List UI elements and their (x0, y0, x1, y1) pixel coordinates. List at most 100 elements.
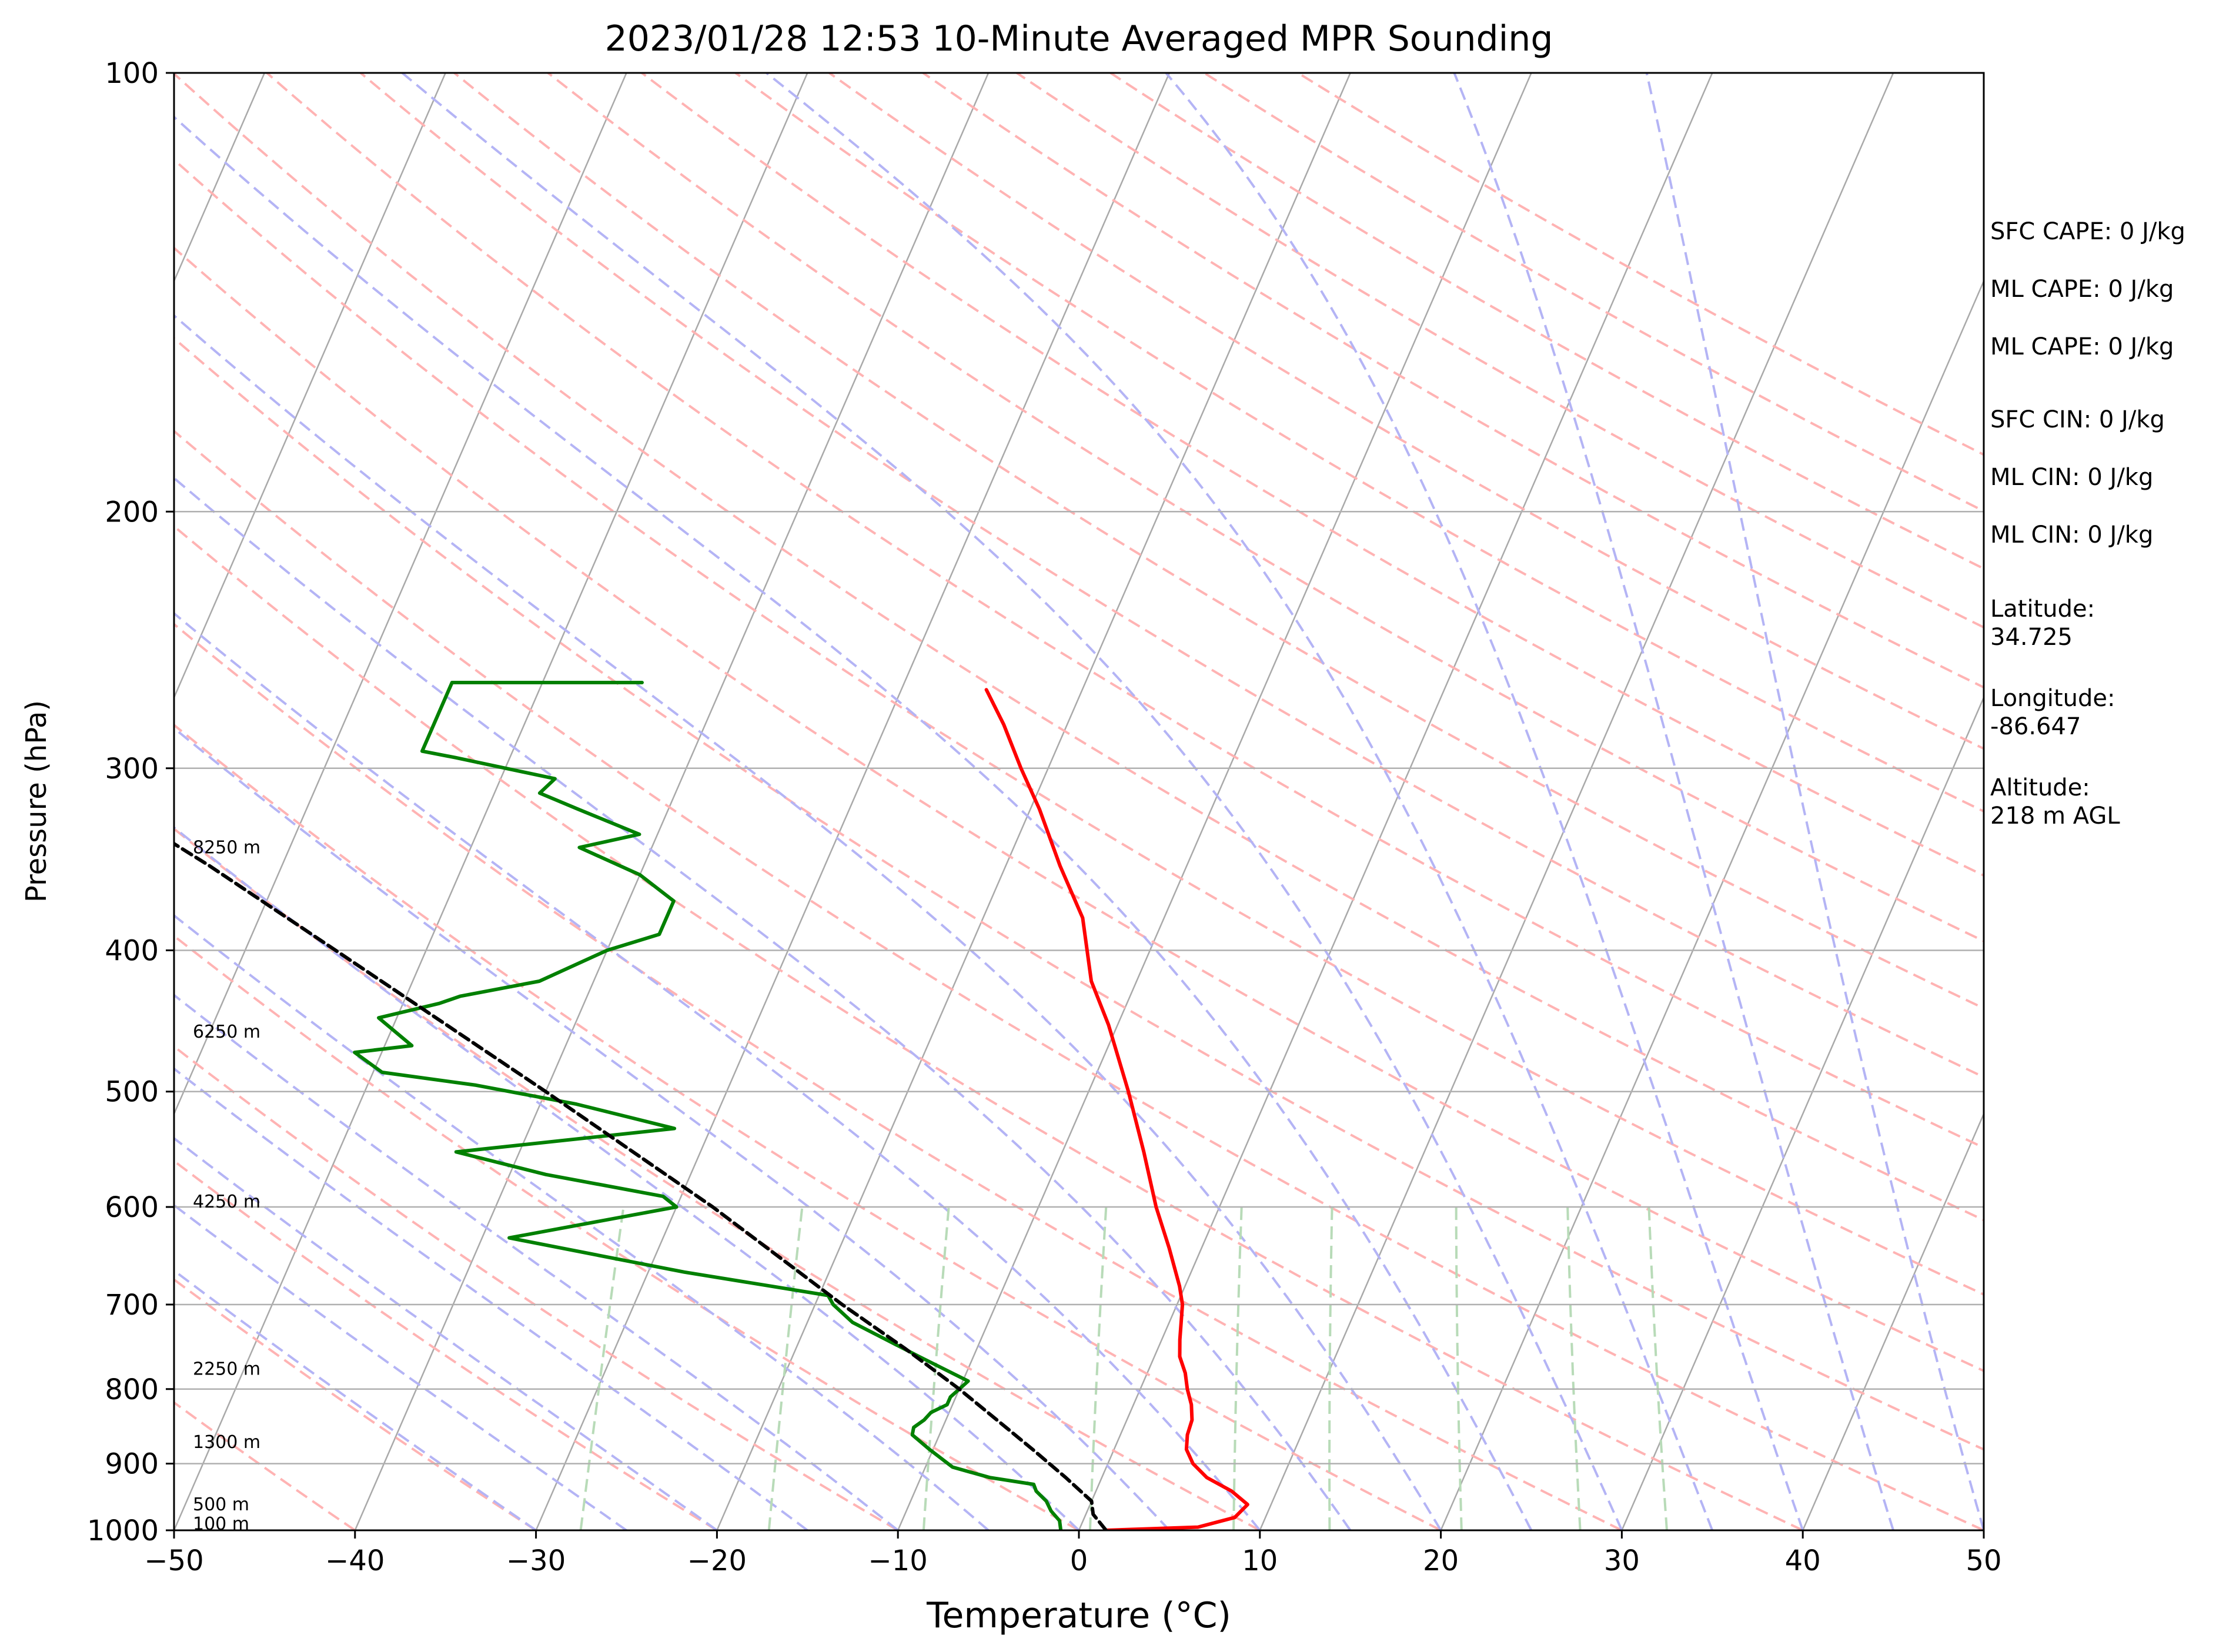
sfc-cape-text: SFC CAPE: 0 J/kg (1990, 218, 2185, 245)
isotherm-line (1440, 279, 1984, 1530)
latitude-value: 34.725 (1990, 624, 2073, 651)
sfc-cin-text: SFC CIN: 0 J/kg (1990, 406, 2165, 433)
x-tick-label: −50 (144, 1544, 203, 1577)
moist-adiabat-line (174, 826, 1080, 1530)
moist-adiabat-line (174, 476, 1352, 1530)
height-label: 6250 m (193, 1022, 260, 1042)
y-tick-label: 600 (105, 1191, 159, 1224)
isotherm-line (1078, 73, 1713, 1530)
moist-adiabat-line (174, 1067, 808, 1530)
y-axis-label: Pressure (hPa) (20, 700, 53, 902)
dry-adiabat-line (266, 73, 1984, 1149)
dry-adiabat-line (734, 73, 1984, 813)
height-label: 4250 m (193, 1192, 260, 1212)
isotherm-line (174, 73, 808, 1530)
isotherm-line (535, 73, 1171, 1530)
dry-adiabat-line (547, 73, 1984, 942)
y-tick-label: 100 (105, 57, 159, 90)
dewpoint-line (353, 681, 1063, 1530)
y-tick-label: 1000 (87, 1514, 159, 1547)
chart-title: 2023/01/28 12:53 10-Minute Averaged MPR … (605, 18, 1553, 59)
x-tick-label: 50 (1966, 1544, 2001, 1577)
x-tick-label: −40 (325, 1544, 385, 1577)
dry-adiabat-line (174, 1045, 899, 1530)
x-axis-label: Temperature (°C) (926, 1595, 1231, 1636)
parcel-line (174, 841, 1108, 1530)
mixing-ratio-line (767, 1206, 804, 1530)
longitude-value: -86.647 (1990, 713, 2081, 740)
moist-adiabat-line (174, 1269, 537, 1530)
y-tick-label: 500 (105, 1076, 159, 1109)
dry-adiabat-line (174, 246, 1984, 1372)
y-tick-label: 900 (105, 1448, 159, 1481)
dry-adiabat-line (174, 158, 1984, 1296)
x-tick-label: −20 (687, 1544, 747, 1577)
x-tick-label: −30 (506, 1544, 566, 1577)
x-tick-label: 40 (1785, 1544, 1821, 1577)
x-tick-label: −10 (868, 1544, 928, 1577)
moist-adiabat-line (1453, 73, 1895, 1530)
height-label: 1300 m (193, 1432, 260, 1453)
y-tick-label: 400 (105, 935, 159, 968)
isotherm-line (1621, 695, 1984, 1530)
isotherm-line (1802, 1112, 1984, 1530)
height-label: 8250 m (193, 838, 260, 858)
moist-adiabat-line (174, 1203, 627, 1530)
height-label: 100 m (193, 1514, 249, 1534)
mixing-ratio-line (579, 1206, 625, 1530)
dry-adiabat-line (1204, 73, 1984, 513)
dry-adiabat-line (641, 73, 1984, 877)
moist-adiabat-line (174, 314, 1442, 1530)
isotherm-line (897, 73, 1532, 1530)
dry-adiabat-line (174, 723, 1442, 1530)
reference-lines (174, 73, 1984, 1530)
altitude-value: 218 m AGL (1990, 802, 2120, 830)
moist-adiabat-line (174, 727, 1171, 1530)
mixing-ratio-line (1232, 1206, 1243, 1530)
ml-cin-text: ML CIN: 0 J/kg (1990, 464, 2154, 491)
altitude-label: Altitude: (1990, 774, 2090, 801)
dry-adiabat-line (174, 1278, 537, 1530)
y-tick-label: 800 (105, 1373, 159, 1406)
moist-adiabat-line (174, 1136, 718, 1530)
ml-cin-text-2: ML CIN: 0 J/kg (1990, 521, 2154, 549)
y-tick-label: 300 (105, 753, 159, 785)
moist-adiabat-line (174, 994, 899, 1530)
mixing-ratio-line (1088, 1206, 1108, 1530)
axes: −50 −40 −30 −20 −10 0 10 20 30 40 50 1000 900 800 700 6… (87, 57, 2002, 1577)
isotherm-line (174, 73, 446, 700)
height-label: 500 m (193, 1494, 249, 1515)
y-tick-label: 700 (105, 1289, 159, 1322)
dry-adiabat-line (174, 524, 1804, 1530)
dry-adiabat-line (174, 623, 1623, 1530)
isotherm-line (354, 73, 990, 1530)
dry-adiabat-line (453, 73, 1984, 1010)
isotherm-line (716, 73, 1351, 1530)
moist-adiabat-line (1165, 73, 1804, 1530)
dry-adiabat-line (1109, 73, 1984, 570)
x-tick-label: 10 (1242, 1544, 1278, 1577)
mixing-ratio-line (1455, 1207, 1463, 1530)
moist-adiabat-line (174, 611, 1261, 1530)
mixing-ratio-line (1647, 1206, 1668, 1530)
x-tick-label: 0 (1070, 1544, 1088, 1577)
ml-cape-text: ML CAPE: 0 J/kg (1990, 276, 2174, 303)
mixing-ratio-line (1566, 1206, 1582, 1530)
longitude-label: Longitude: (1990, 685, 2115, 712)
y-tick-label: 200 (105, 496, 159, 529)
dry-adiabat-line (174, 934, 1079, 1530)
moist-adiabat-line (174, 914, 990, 1530)
moist-adiabat-line (174, 115, 1533, 1530)
moist-adiabat-line (1645, 73, 1984, 1530)
dry-adiabat-line (174, 827, 1261, 1530)
x-tick-label: 20 (1423, 1544, 1459, 1577)
dry-adiabat-line (174, 73, 1984, 1222)
dry-adiabat-line (922, 73, 1984, 689)
x-tick-label: 30 (1604, 1544, 1640, 1577)
pressure-gridlines (174, 73, 1984, 1530)
sounding-series (174, 681, 1249, 1530)
moist-adiabat-line (401, 73, 1623, 1530)
isotherm-line (1259, 73, 1894, 1530)
mixing-ratio-line (1328, 1206, 1333, 1530)
